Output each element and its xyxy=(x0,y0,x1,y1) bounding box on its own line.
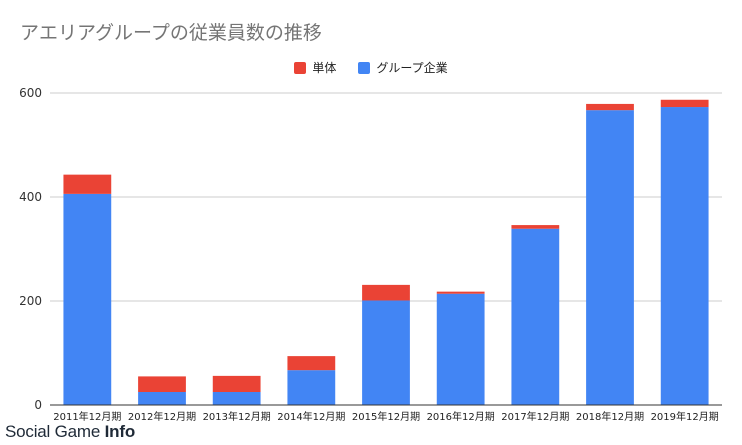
bar-group-6 xyxy=(511,228,560,405)
legend-swatch-tantai xyxy=(294,61,307,74)
y-tick-label-400: 400 xyxy=(19,190,42,204)
bar-group-1 xyxy=(138,392,186,405)
x-tick-label-4: 2015年12月期 xyxy=(352,410,420,423)
watermark-text-bold: Info xyxy=(104,422,136,441)
legend-swatch-group xyxy=(358,61,371,74)
legend-label-tantai: 単体 xyxy=(312,61,337,75)
bar-tantai-8 xyxy=(660,99,709,108)
legend-item-tantai: 単体 xyxy=(294,59,336,76)
legend-label-group: グループ企業 xyxy=(376,61,448,75)
bar-group-0 xyxy=(63,193,112,405)
x-tick-label-8: 2019年12月期 xyxy=(651,410,719,423)
x-tick-label-7: 2018年12月期 xyxy=(576,410,644,423)
watermark-text: Social Game xyxy=(5,422,105,441)
bar-tantai-5 xyxy=(436,291,485,294)
x-tick-label-2: 2013年12月期 xyxy=(203,410,271,423)
bar-group-4 xyxy=(362,300,410,405)
bar-group-5 xyxy=(436,293,485,405)
bar-tantai-2 xyxy=(212,375,261,392)
chart-title: アエリアグループの従業員数の推移 xyxy=(20,22,322,44)
chart-legend: 単体 グループ企業 xyxy=(0,59,742,76)
bar-tantai-4 xyxy=(362,284,410,301)
bar-group-3 xyxy=(287,370,336,405)
x-tick-label-6: 2017年12月期 xyxy=(501,410,569,423)
x-tick-label-3: 2014年12月期 xyxy=(277,410,345,423)
bar-tantai-3 xyxy=(287,356,336,371)
bar-group-8 xyxy=(660,107,709,405)
bar-group-7 xyxy=(586,110,634,405)
legend-item-group: グループ企業 xyxy=(358,59,448,76)
y-tick-label-200: 200 xyxy=(19,294,42,308)
bar-tantai-7 xyxy=(586,103,634,111)
y-tick-label-600: 600 xyxy=(19,86,42,100)
y-tick-label-0: 0 xyxy=(34,398,42,412)
x-tick-label-1: 2012年12月期 xyxy=(128,410,196,423)
x-tick-label-0: 2011年12月期 xyxy=(53,410,121,423)
bar-tantai-6 xyxy=(511,225,560,229)
bar-group-2 xyxy=(212,392,261,405)
x-tick-label-5: 2016年12月期 xyxy=(427,410,495,423)
watermark-logo: Social Game Info xyxy=(5,422,135,442)
bar-tantai-0 xyxy=(63,174,112,194)
bar-tantai-1 xyxy=(138,376,186,392)
